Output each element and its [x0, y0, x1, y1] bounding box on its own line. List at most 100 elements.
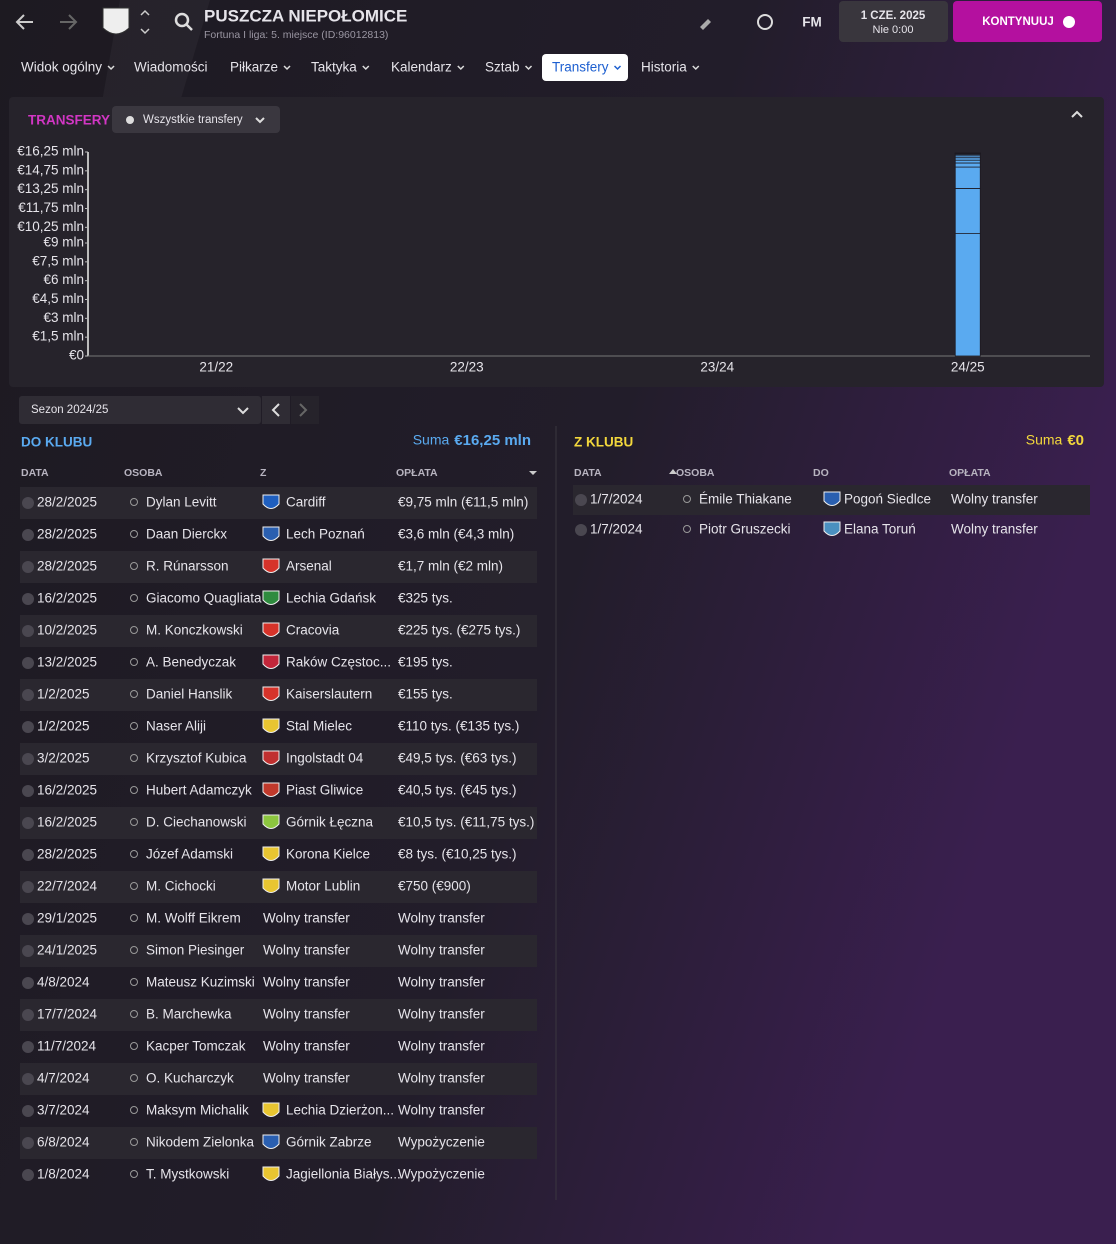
collapse-button[interactable]: [1071, 110, 1083, 118]
column-header[interactable]: DATA: [21, 467, 49, 479]
table-title: DO KLUBU: [21, 435, 92, 450]
person-icon: [130, 946, 138, 954]
column-header[interactable]: OSOBA: [124, 467, 163, 479]
club[interactable]: Ingolstadt 04: [286, 751, 364, 766]
club[interactable]: Cracovia: [286, 623, 340, 638]
club[interactable]: Elana Toruń: [844, 522, 916, 537]
person-icon: [130, 1106, 138, 1114]
club-crest: [262, 814, 280, 829]
nav-tab-active[interactable]: [542, 54, 628, 81]
club[interactable]: Korona Kielce: [286, 847, 370, 862]
check-icon: [22, 1009, 34, 1021]
club[interactable]: Lechia Gdańsk: [286, 591, 376, 606]
person[interactable]: Maksym Michalik: [146, 1103, 249, 1118]
club[interactable]: Cardiff: [286, 495, 326, 510]
person[interactable]: Dylan Levitt: [146, 495, 217, 510]
check-icon: [22, 529, 34, 541]
club-crest: [262, 526, 280, 541]
bar-segment: [954, 159, 981, 164]
person[interactable]: Simon Piesinger: [146, 943, 245, 958]
person[interactable]: Piotr Gruszecki: [699, 522, 791, 537]
check-icon: [22, 881, 34, 893]
club[interactable]: Jagiellonia Białys...: [286, 1167, 401, 1182]
column-header[interactable]: Z: [260, 467, 267, 479]
club[interactable]: Górnik Łęczna: [286, 815, 374, 830]
column-header[interactable]: DATA: [574, 467, 602, 479]
club[interactable]: Arsenal: [286, 559, 332, 574]
person[interactable]: Nikodem Zielonka: [146, 1135, 255, 1150]
club[interactable]: Raków Częstoc...: [286, 655, 391, 670]
bar-segment: [954, 233, 981, 357]
fee: Wypożyczenie: [398, 1167, 485, 1182]
row-bg: [20, 999, 537, 1031]
fm-menu[interactable]: FM: [802, 15, 822, 30]
prev-season[interactable]: [262, 396, 290, 424]
column-header[interactable]: OSOBA: [676, 467, 715, 479]
nav-tab[interactable]: Sztab: [485, 60, 520, 75]
column-header[interactable]: OPŁATA: [949, 467, 991, 479]
nav-tab[interactable]: Transfery: [552, 60, 609, 75]
club[interactable]: Lechia Dzierżon...: [286, 1103, 394, 1118]
club-crest: [262, 1102, 280, 1117]
club[interactable]: Górnik Zabrze: [286, 1135, 372, 1150]
club-switch[interactable]: [140, 9, 150, 35]
continue-button[interactable]: [953, 1, 1102, 42]
back-button[interactable]: [15, 14, 33, 30]
person[interactable]: M. Konczkowski: [146, 623, 243, 638]
filter-dropdown[interactable]: [112, 106, 280, 133]
fee: €195 tys.: [398, 655, 453, 670]
column-header[interactable]: DO: [813, 467, 829, 479]
date: 29/1/2025: [37, 911, 97, 926]
forward-button[interactable]: [60, 14, 78, 30]
person[interactable]: D. Ciechanowski: [146, 815, 247, 830]
person[interactable]: B. Marchewka: [146, 1007, 232, 1022]
person[interactable]: Hubert Adamczyk: [146, 783, 252, 798]
edit-button[interactable]: [700, 19, 711, 30]
date: 1/8/2024: [37, 1167, 90, 1182]
person[interactable]: O. Kucharczyk: [146, 1071, 234, 1086]
person[interactable]: Daniel Hanslik: [146, 687, 233, 702]
club[interactable]: Kaiserslautern: [286, 687, 372, 702]
person[interactable]: Krzysztof Kubica: [146, 751, 247, 766]
date: 1/7/2024: [590, 522, 643, 537]
search-button[interactable]: [174, 12, 193, 31]
person[interactable]: Józef Adamski: [146, 847, 233, 862]
club[interactable]: Motor Lublin: [286, 879, 360, 894]
globe-button[interactable]: [757, 14, 773, 30]
season-dropdown[interactable]: [19, 396, 261, 424]
club-crest[interactable]: [102, 7, 130, 35]
nav-chevron: [525, 65, 533, 71]
nav-tab[interactable]: Widok ogólny: [21, 60, 102, 75]
nav-tab[interactable]: Kalendarz: [391, 60, 452, 75]
club[interactable]: Piast Gliwice: [286, 783, 363, 798]
fee: €3,6 mln (€4,3 mln): [398, 527, 514, 542]
date: 16/2/2025: [37, 783, 97, 798]
club[interactable]: Stal Mielec: [286, 719, 352, 734]
nav-tab[interactable]: Piłkarze: [230, 60, 278, 75]
club[interactable]: Lech Poznań: [286, 527, 365, 542]
person-icon: [130, 690, 138, 698]
date: 28/2/2025: [37, 527, 97, 542]
person[interactable]: M. Cichocki: [146, 879, 216, 894]
person[interactable]: Kacper Tomczak: [146, 1039, 246, 1054]
person[interactable]: Naser Aliji: [146, 719, 206, 734]
nav-tab[interactable]: Wiadomości: [134, 60, 208, 75]
date-box[interactable]: [839, 1, 948, 42]
person[interactable]: Giacomo Quagliata: [146, 591, 262, 606]
nav-tab[interactable]: Historia: [641, 60, 687, 75]
person[interactable]: R. Rúnarsson: [146, 559, 229, 574]
person[interactable]: Daan Dierckx: [146, 527, 227, 542]
fee: Wolny transfer: [398, 1103, 485, 1118]
person[interactable]: M. Wolff Eikrem: [146, 911, 241, 926]
check-icon: [22, 1169, 34, 1181]
column-header[interactable]: OPŁATA: [396, 467, 438, 479]
club[interactable]: Pogoń Siedlce: [844, 492, 931, 507]
person[interactable]: Émile Thiakane: [699, 492, 792, 507]
fee: €155 tys.: [398, 687, 453, 702]
person[interactable]: Mateusz Kuzimski: [146, 975, 255, 990]
date: 16/2/2025: [37, 591, 97, 606]
person[interactable]: T. Mystkowski: [146, 1167, 229, 1182]
person[interactable]: A. Benedyczak: [146, 655, 236, 670]
nav-tab[interactable]: Taktyka: [311, 60, 357, 75]
